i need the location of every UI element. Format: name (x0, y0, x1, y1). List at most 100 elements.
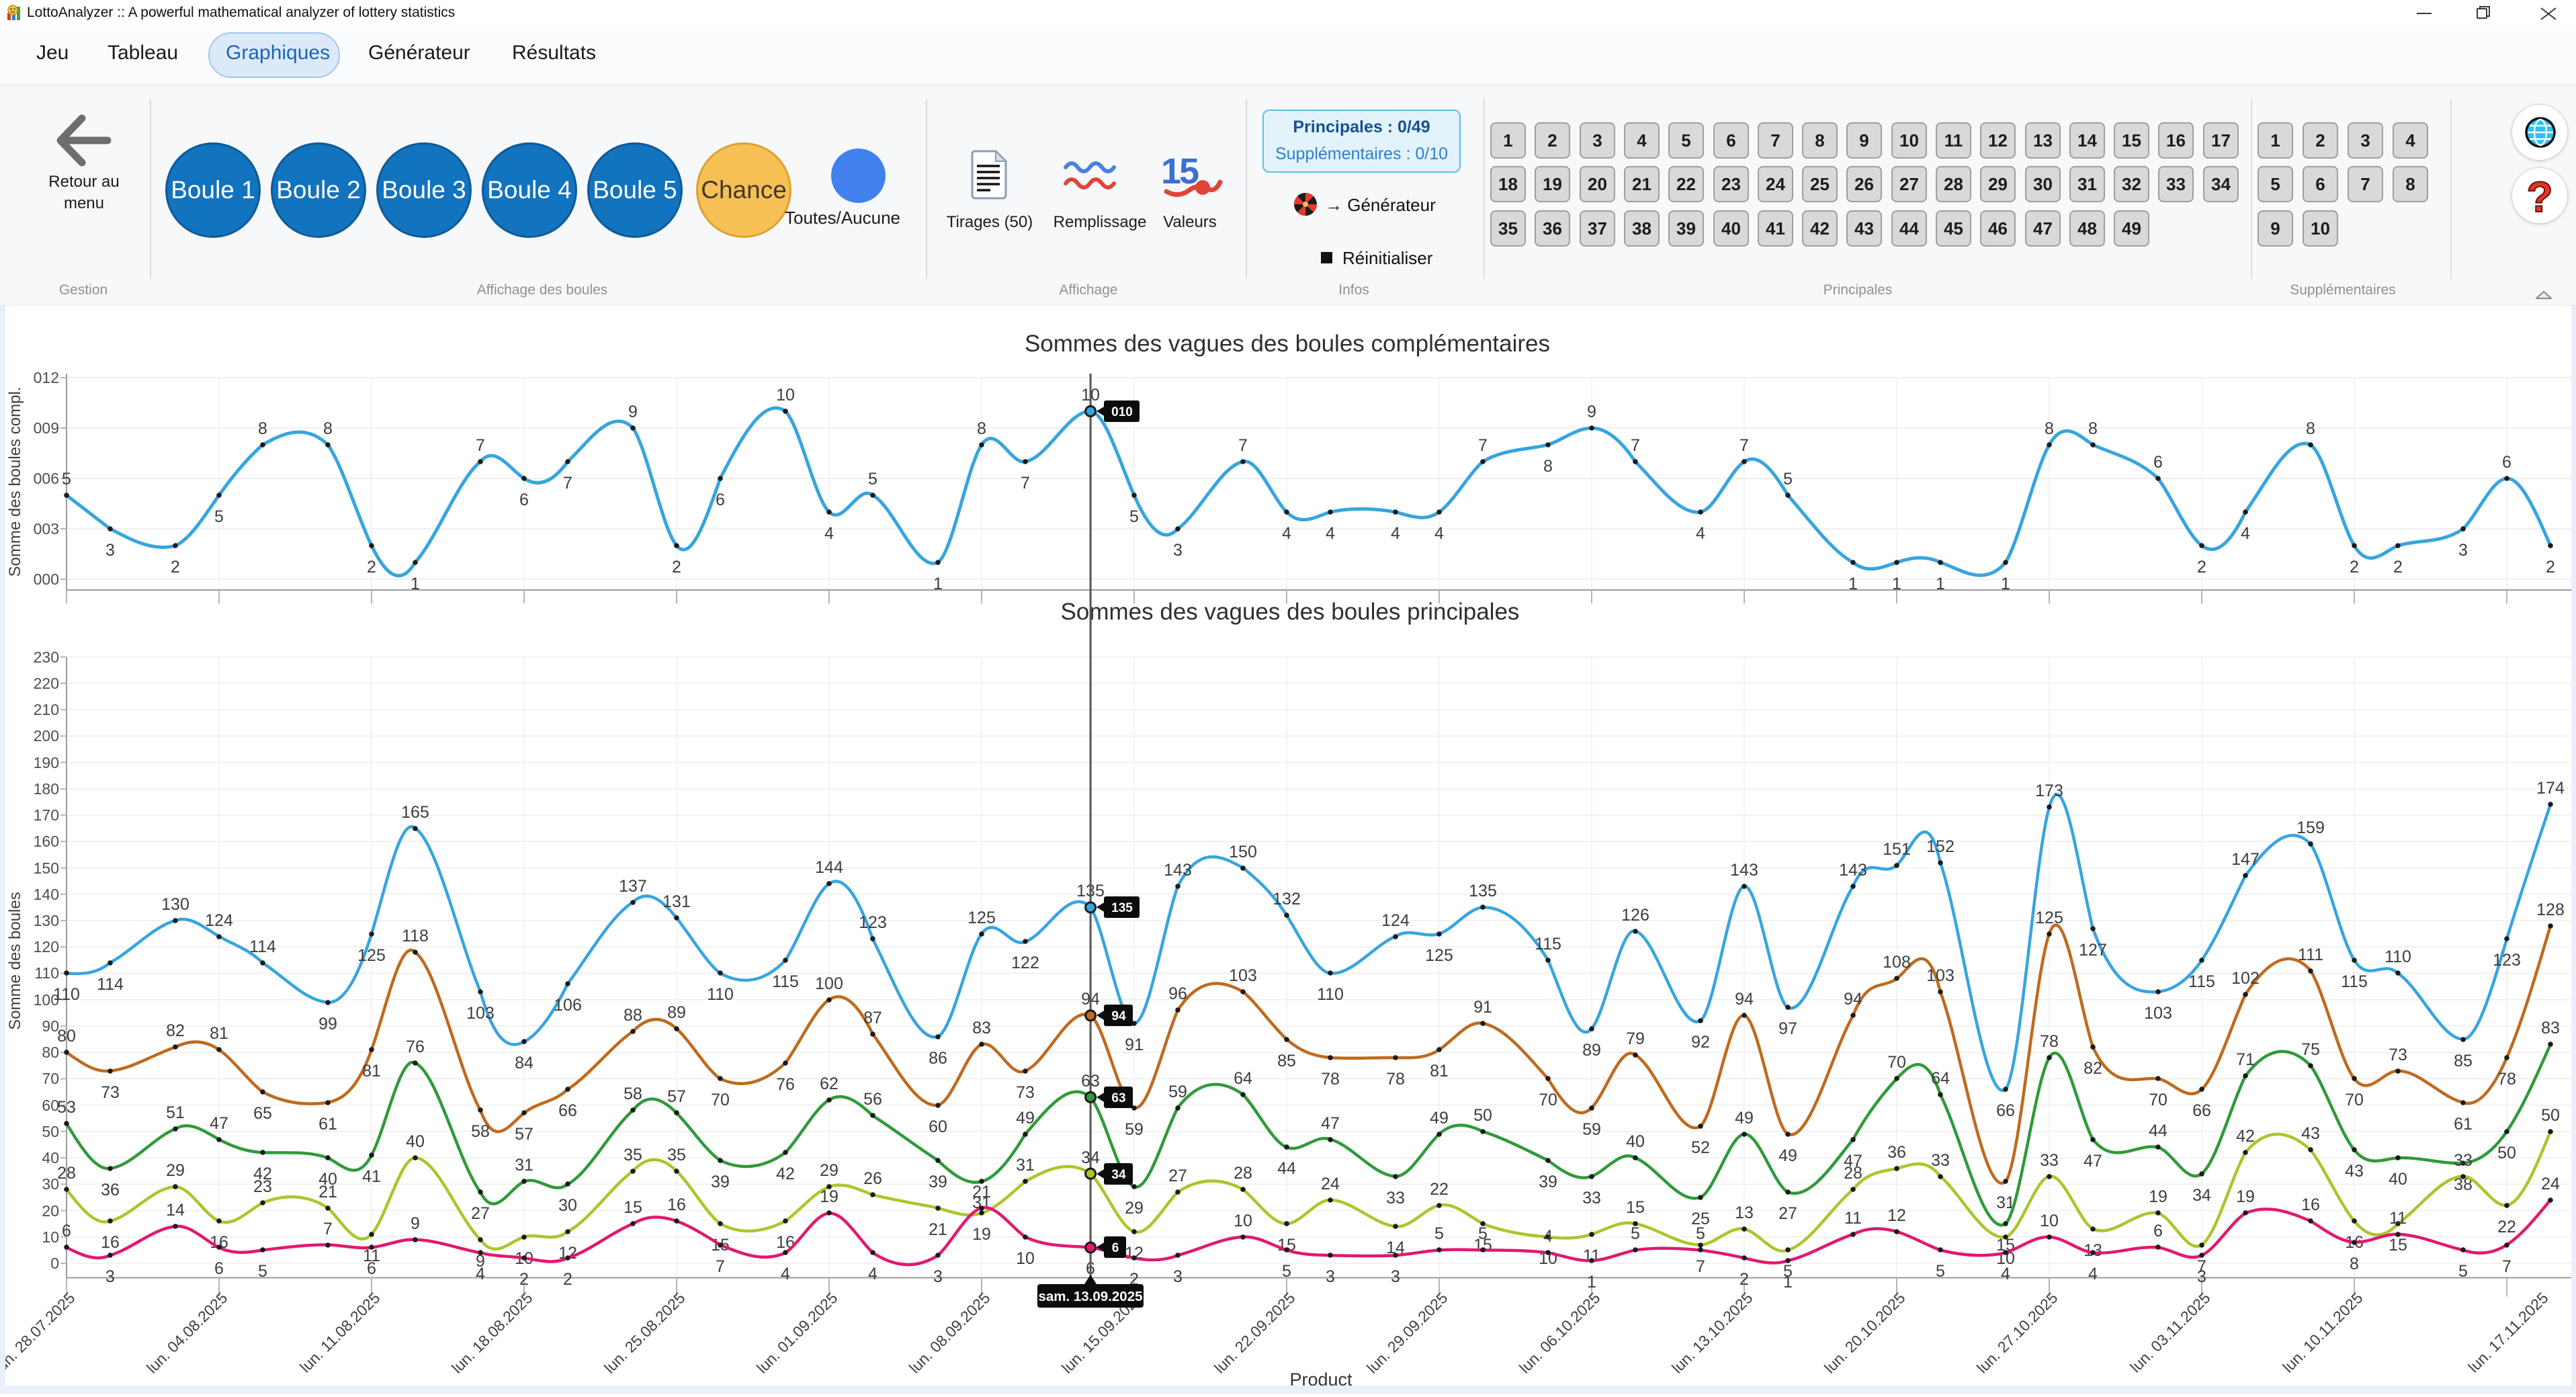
svg-text:27: 27 (1168, 1167, 1187, 1185)
svg-text:25: 25 (1691, 1210, 1710, 1228)
svg-text:3: 3 (105, 541, 115, 560)
svg-text:106: 106 (554, 996, 582, 1015)
svg-text:94: 94 (1111, 1009, 1126, 1023)
svg-text:5: 5 (1282, 1262, 1291, 1281)
svg-text:115: 115 (772, 972, 799, 991)
svg-text:96: 96 (1168, 984, 1187, 1003)
svg-text:42: 42 (2236, 1127, 2255, 1146)
svg-text:1: 1 (1892, 575, 1901, 593)
svg-text:131: 131 (662, 892, 691, 911)
svg-text:39: 39 (711, 1173, 730, 1191)
svg-text:28: 28 (1234, 1164, 1252, 1183)
svg-text:34: 34 (2192, 1186, 2211, 1205)
svg-text:91: 91 (1473, 998, 1492, 1017)
svg-text:110: 110 (707, 985, 734, 1004)
svg-text:30: 30 (42, 1175, 59, 1193)
svg-text:50: 50 (2541, 1106, 2560, 1125)
svg-text:127: 127 (2079, 941, 2107, 960)
svg-text:81: 81 (362, 1062, 381, 1081)
svg-text:35: 35 (624, 1146, 642, 1165)
svg-text:70: 70 (711, 1091, 730, 1109)
svg-text:7: 7 (2197, 1257, 2206, 1276)
svg-text:92: 92 (1691, 1033, 1710, 1052)
svg-text:3: 3 (2197, 1267, 2206, 1286)
svg-text:009: 009 (34, 419, 59, 437)
svg-text:57: 57 (667, 1087, 686, 1106)
svg-text:4: 4 (1391, 524, 1400, 543)
svg-text:70: 70 (2345, 1091, 2364, 1109)
svg-text:12: 12 (1887, 1206, 1906, 1225)
svg-text:124: 124 (1381, 911, 1410, 930)
svg-text:49: 49 (1016, 1109, 1035, 1128)
svg-text:130: 130 (34, 912, 59, 929)
svg-text:42: 42 (776, 1165, 795, 1183)
svg-text:7: 7 (476, 436, 485, 455)
svg-text:4: 4 (2241, 524, 2250, 543)
svg-text:2: 2 (2546, 558, 2555, 577)
svg-text:5: 5 (214, 507, 224, 526)
svg-text:89: 89 (1582, 1041, 1601, 1060)
svg-text:132: 132 (1273, 890, 1301, 908)
svg-text:43: 43 (2345, 1162, 2364, 1181)
svg-text:170: 170 (34, 806, 59, 824)
svg-text:3: 3 (1173, 1267, 1183, 1286)
svg-text:82: 82 (2084, 1059, 2102, 1078)
svg-text:65: 65 (253, 1104, 272, 1123)
svg-text:50: 50 (1473, 1106, 1492, 1125)
svg-text:5: 5 (62, 470, 71, 489)
svg-text:81: 81 (1430, 1062, 1449, 1081)
svg-text:2: 2 (171, 558, 180, 577)
svg-text:39: 39 (1539, 1173, 1557, 1191)
svg-text:60: 60 (42, 1097, 59, 1114)
svg-text:33: 33 (1582, 1189, 1601, 1208)
svg-text:8: 8 (1543, 457, 1553, 476)
svg-text:6: 6 (519, 491, 529, 509)
svg-text:103: 103 (2144, 1004, 2172, 1023)
svg-text:173: 173 (2035, 781, 2063, 800)
svg-text:4: 4 (1696, 524, 1705, 543)
svg-text:42: 42 (253, 1165, 272, 1183)
svg-text:19: 19 (2149, 1187, 2167, 1206)
svg-text:7: 7 (1696, 1257, 1705, 1276)
svg-text:1: 1 (1936, 575, 1945, 593)
svg-text:7: 7 (1631, 436, 1640, 455)
svg-text:5: 5 (1783, 470, 1793, 489)
svg-text:230: 230 (34, 648, 59, 666)
svg-text:6: 6 (716, 491, 725, 509)
svg-text:10: 10 (1234, 1212, 1252, 1230)
svg-text:15: 15 (2389, 1236, 2407, 1255)
svg-text:13: 13 (1735, 1203, 1754, 1222)
svg-text:94: 94 (1844, 990, 1862, 1009)
svg-text:143: 143 (1164, 861, 1192, 880)
svg-text:29: 29 (820, 1161, 839, 1180)
svg-text:70: 70 (1887, 1053, 1906, 1072)
svg-text:4: 4 (824, 524, 834, 543)
svg-text:84: 84 (515, 1054, 533, 1072)
svg-text:79: 79 (1626, 1029, 1645, 1048)
svg-text:9: 9 (628, 403, 638, 421)
svg-text:14: 14 (166, 1201, 185, 1220)
svg-text:7: 7 (1740, 436, 1749, 455)
svg-text:30: 30 (558, 1196, 577, 1215)
svg-text:220: 220 (34, 675, 59, 692)
svg-text:102: 102 (2231, 969, 2260, 988)
svg-text:51: 51 (166, 1103, 185, 1122)
svg-text:61: 61 (2454, 1115, 2473, 1134)
svg-text:64: 64 (1234, 1069, 1252, 1088)
svg-text:10: 10 (1016, 1249, 1035, 1268)
svg-text:50: 50 (2497, 1144, 2516, 1162)
svg-text:2: 2 (2350, 558, 2359, 577)
svg-text:10: 10 (42, 1228, 59, 1246)
svg-text:61: 61 (318, 1115, 337, 1134)
svg-text:8: 8 (2045, 419, 2054, 438)
svg-text:4: 4 (1326, 524, 1335, 543)
svg-text:59: 59 (1125, 1120, 1144, 1139)
svg-text:135: 135 (1469, 882, 1497, 900)
svg-text:2: 2 (367, 558, 376, 577)
svg-text:47: 47 (2084, 1152, 2102, 1171)
svg-text:47: 47 (1844, 1152, 1862, 1171)
svg-text:40: 40 (1626, 1132, 1645, 1151)
svg-text:Sommes des vagues des boules c: Sommes des vagues des boules complémenta… (1025, 331, 1550, 357)
svg-text:47: 47 (1321, 1114, 1340, 1133)
svg-text:012: 012 (34, 369, 59, 386)
